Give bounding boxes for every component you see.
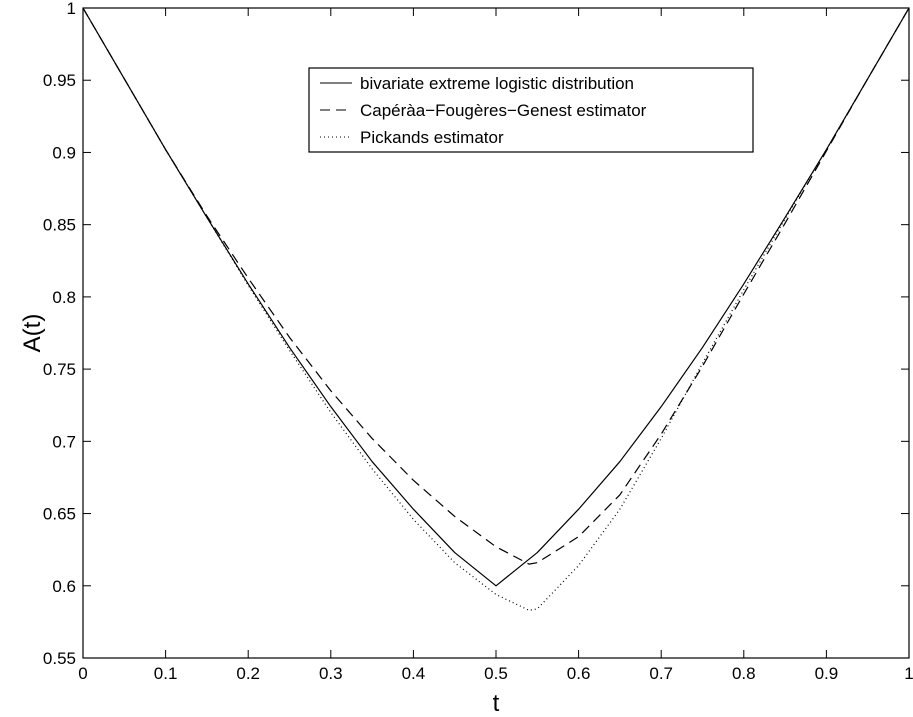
y-tick-label: 0.95 (43, 71, 76, 90)
legend-box (308, 67, 754, 153)
y-tick-label: 0.6 (52, 577, 76, 596)
x-axis-label: t (493, 690, 500, 717)
x-tick-label: 0.7 (649, 664, 673, 683)
y-axis-label: A(t) (19, 314, 46, 353)
y-tick-label: 0.8 (52, 288, 76, 307)
legend: bivariate extreme logistic distribution … (308, 67, 754, 153)
y-tick-label: 0.55 (43, 649, 76, 668)
y-tick-label: 0.9 (52, 143, 76, 162)
legend-label-pickands: Pickands estimator (360, 128, 504, 147)
y-tick-label: 0.85 (43, 216, 76, 235)
x-tick-label: 0.5 (484, 664, 508, 683)
x-tick-label: 0.4 (402, 664, 426, 683)
x-tick-label: 0.3 (319, 664, 343, 683)
x-tick-label: 0.2 (236, 664, 260, 683)
x-tick-label: 1 (904, 664, 913, 683)
plot-frame (82, 7, 910, 659)
x-tick-label: 0.6 (567, 664, 591, 683)
y-tick-label: 0.75 (43, 360, 76, 379)
x-tick-label: 0.9 (815, 664, 839, 683)
x-tick-label: 0.8 (732, 664, 756, 683)
legend-label-cfg: Capéràa−Fougères−Genest estimator (360, 101, 647, 120)
legend-label-logistic: bivariate extreme logistic distribution (360, 74, 634, 93)
ticklabels-layer: 0 0.1 0.2 0.3 0.4 0.5 0.6 0.7 0.8 0.9 1 0.55 0.6 0.65… (43, 0, 913, 683)
series-layer (82, 7, 910, 611)
series-line-0 (82, 7, 910, 587)
x-tick-label: 0.1 (154, 664, 178, 683)
y-tick-label: 0.7 (52, 432, 76, 451)
series-line-1 (82, 7, 910, 565)
y-tick-label: 0.65 (43, 505, 76, 524)
y-tick-label: 1 (67, 0, 76, 18)
x-tick-label: 0 (78, 664, 87, 683)
